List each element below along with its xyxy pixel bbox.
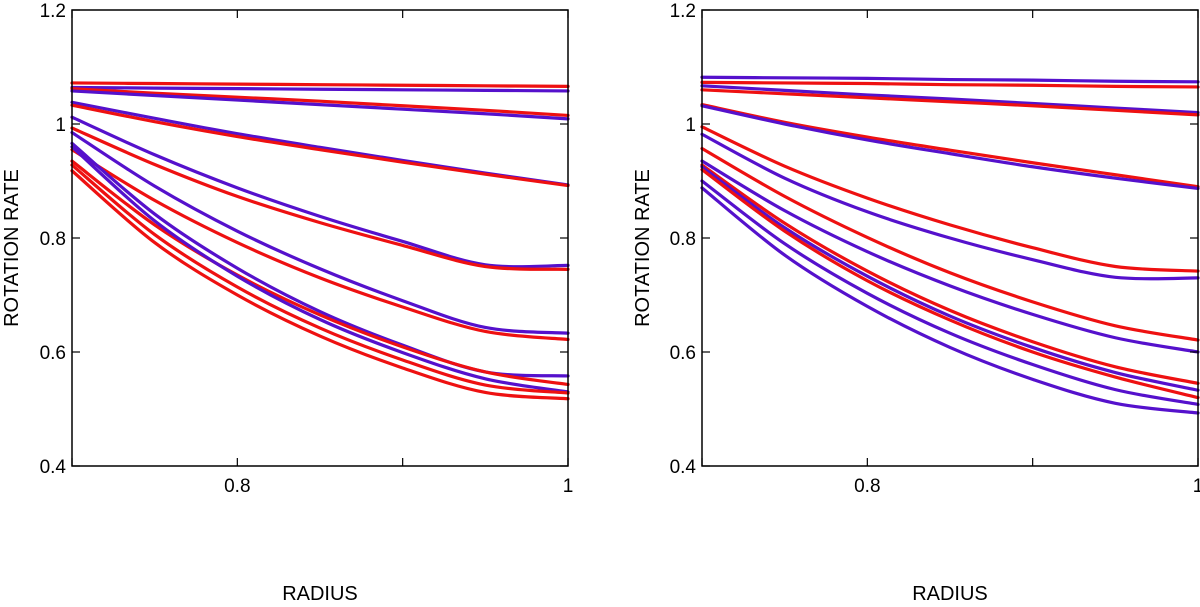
left-y-axis-label: ROTATION RATE <box>1 169 23 327</box>
left-series-layer <box>70 81 570 401</box>
left-series-line-red-6 <box>70 159 570 387</box>
right-series-line-purple-8 <box>700 186 1200 415</box>
left-y-tick-label: 1 <box>55 115 66 136</box>
left-series-line-red-7 <box>70 163 570 395</box>
left-y-tick-label: 0.4 <box>40 457 67 478</box>
right-series-line-purple-7 <box>700 179 1200 407</box>
right-x-tick-label: 0.8 <box>854 476 880 497</box>
left-y-tick-label: 0.6 <box>40 343 66 364</box>
right-x-tick-label: 1 <box>1193 476 1200 497</box>
right-x-axis-label: RADIUS <box>912 583 988 605</box>
right-panel: 0.8 1 0.4 0.6 0.8 1 1.2 RADIUS ROTATION RATE <box>632 1 1200 605</box>
right-y-tick-label: 1.2 <box>670 1 696 22</box>
left-series-line-red-4 <box>70 126 570 271</box>
right-series-line-red-6 <box>700 163 1200 385</box>
left-series-line-purple-2 <box>70 89 570 121</box>
left-panel: 0.8 1 0.4 0.6 0.8 1 1.2 RADIUS ROTATION RATE <box>1 1 573 605</box>
right-series-line-purple-6 <box>700 165 1200 392</box>
left-x-tick-label: 0.8 <box>224 476 250 497</box>
right-series-line-red-7 <box>700 168 1200 400</box>
left-x-axis-label: RADIUS <box>282 583 358 605</box>
left-series-line-purple-5 <box>70 130 570 335</box>
left-y-tick-label: 1.2 <box>40 1 66 22</box>
right-series-line-purple-2 <box>700 84 1200 115</box>
right-y-axis-label: ROTATION RATE <box>632 169 654 327</box>
left-series-line-red-1 <box>70 81 570 88</box>
left-series-line-purple-6 <box>70 141 570 378</box>
right-series-line-red-2 <box>700 88 1200 117</box>
right-series-line-purple-4 <box>700 132 1200 281</box>
right-y-tick-label: 1 <box>685 115 696 136</box>
right-tick-layer: 0.8 1 0.4 0.6 0.8 1 1.2 <box>670 1 1200 497</box>
left-series-line-red-3 <box>70 103 570 188</box>
left-series-line-red-2 <box>70 87 570 118</box>
right-y-tick-label: 0.8 <box>670 229 696 250</box>
right-y-tick-label: 0.6 <box>670 343 696 364</box>
right-series-line-purple-3 <box>700 104 1200 191</box>
left-series-line-red-8 <box>70 169 570 401</box>
left-series-line-purple-1 <box>70 85 570 93</box>
right-series-line-purple-1 <box>700 75 1200 84</box>
right-series-line-red-3 <box>700 103 1200 189</box>
right-series-line-red-5 <box>700 146 1200 342</box>
right-series-layer <box>700 75 1200 415</box>
right-series-line-red-1 <box>700 80 1200 89</box>
left-series-line-purple-7 <box>70 145 570 394</box>
right-series-line-purple-5 <box>700 159 1200 354</box>
left-x-tick-label: 1 <box>563 476 574 497</box>
left-series-line-red-5 <box>70 148 570 342</box>
right-series-line-red-4 <box>700 125 1200 273</box>
left-tick-layer: 0.8 1 0.4 0.6 0.8 1 1.2 <box>40 1 574 497</box>
left-series-line-purple-4 <box>70 115 570 269</box>
left-y-tick-label: 0.8 <box>40 229 66 250</box>
right-y-tick-label: 0.4 <box>670 457 697 478</box>
